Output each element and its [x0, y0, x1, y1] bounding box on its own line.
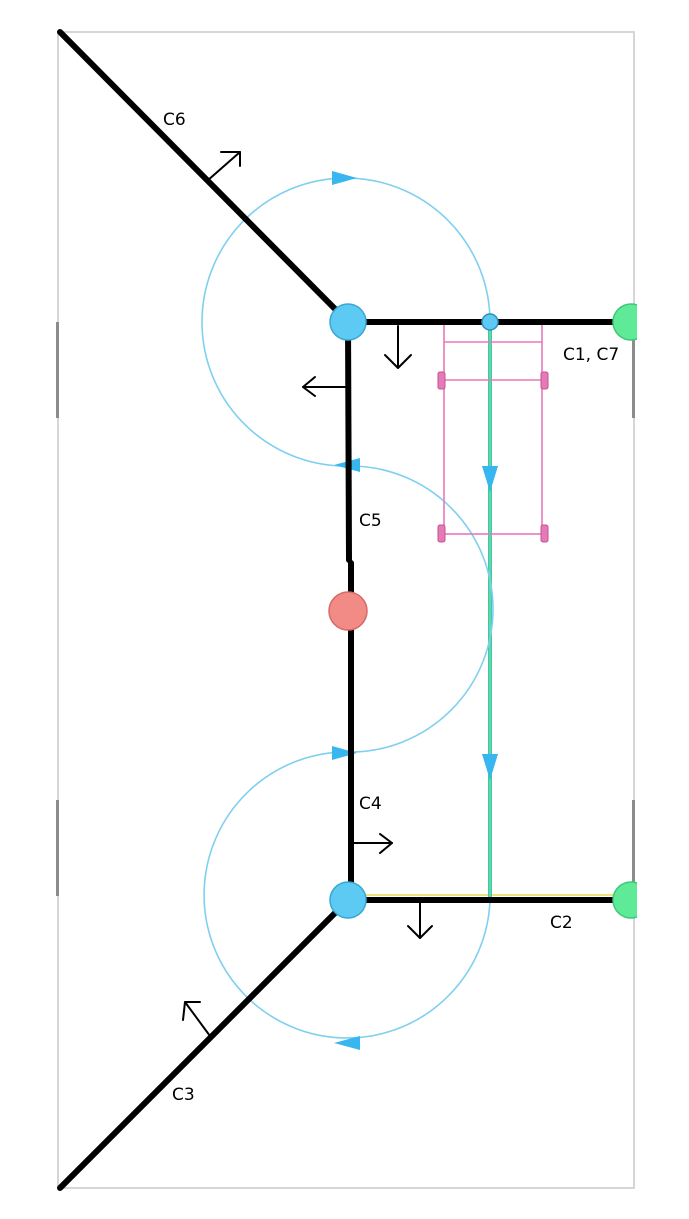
path-arrowhead-mid-lower: [332, 746, 357, 760]
track-arrowhead-upper: [482, 466, 498, 492]
label-c2: C2: [550, 913, 573, 933]
robot-outline: [443, 323, 543, 535]
right-margin-mask: [637, 0, 689, 1219]
c4-normal-arrow: [353, 833, 393, 854]
label-c6: C6: [163, 110, 186, 130]
label-c4: C4: [359, 794, 382, 814]
c3-normal-arrow: [182, 1001, 211, 1037]
frame: [57, 31, 635, 1189]
frame-right-tick-bottom: [632, 800, 635, 896]
path-arrowhead-top: [332, 171, 357, 185]
node-top-corner: [329, 303, 367, 341]
c6-normal-arrow: [206, 151, 241, 182]
frame-left-tick-bottom: [56, 800, 59, 896]
path-arrowhead-bottom: [334, 1036, 360, 1050]
node-bottom-corner: [329, 881, 367, 919]
label-c3: C3: [172, 1085, 195, 1105]
c5-normal-arrow: [302, 376, 347, 397]
frame-left-tick-top: [56, 322, 59, 418]
robot-wheels: [437, 371, 549, 543]
normal-arrows: [182, 151, 433, 1037]
node-red: [328, 591, 368, 631]
curved-path: [201, 177, 494, 1039]
label-c5: C5: [359, 511, 382, 531]
label-c1-c7: C1, C7: [563, 345, 619, 365]
node-track-start: [481, 313, 499, 331]
track-arrowhead-lower: [482, 754, 498, 780]
c1-normal-arrow: [384, 325, 412, 369]
frame-right-tick-top: [632, 322, 635, 418]
c2-normal-arrow: [407, 901, 433, 939]
